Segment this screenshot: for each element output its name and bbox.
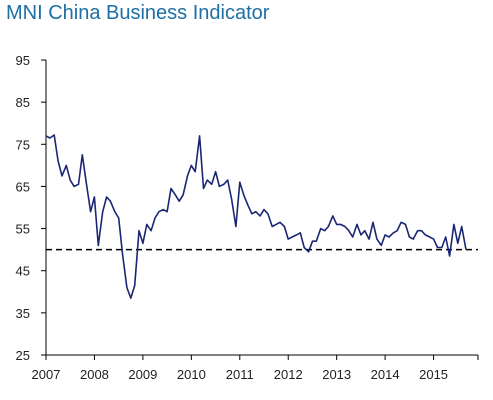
x-tick-label: 2015 <box>419 367 448 382</box>
y-tick-label: 95 <box>16 53 30 68</box>
y-tick-label: 65 <box>16 179 30 194</box>
y-tick-label: 25 <box>16 348 30 363</box>
x-tick-label: 2014 <box>371 367 400 382</box>
x-tick-label: 2010 <box>177 367 206 382</box>
x-tick-label: 2009 <box>128 367 157 382</box>
y-tick-label: 45 <box>16 264 30 279</box>
series-line <box>45 134 467 299</box>
y-tick-label: 85 <box>16 95 30 110</box>
x-tick-label: 2012 <box>274 367 303 382</box>
x-tick-label: 2008 <box>80 367 109 382</box>
x-tick-label: 2013 <box>322 367 351 382</box>
x-tick-label: 2007 <box>32 367 61 382</box>
y-tick-label: 75 <box>16 137 30 152</box>
y-tick-label: 35 <box>16 306 30 321</box>
x-tick-label: 2011 <box>226 367 254 382</box>
chart-title: MNI China Business Indicator <box>6 2 270 24</box>
y-tick-label: 55 <box>16 222 30 237</box>
